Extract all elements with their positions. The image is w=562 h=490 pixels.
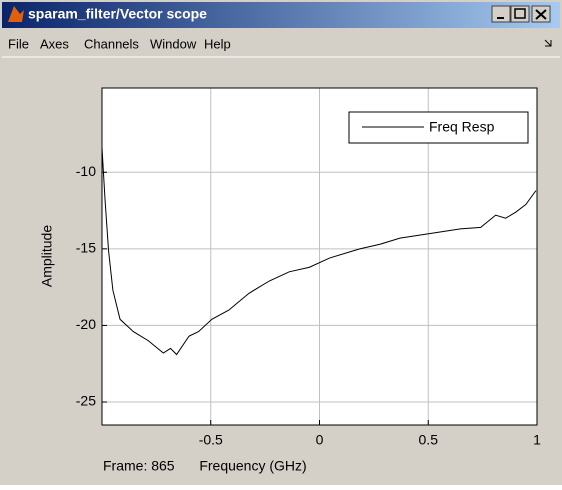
frame-label: Frame: 865 (103, 458, 175, 474)
menu-item[interactable]: Axes (40, 36, 69, 51)
title-bar (2, 2, 560, 28)
plot: -0.5 0 0.5 1 -25 -20 -15 -10 Freq Resp (76, 88, 541, 448)
close-glyph (535, 9, 547, 20)
menu-item[interactable]: Channels (84, 36, 139, 51)
menu-item[interactable]: Window (150, 36, 197, 51)
y-tick-label: -10 (76, 163, 96, 179)
menu-item[interactable]: Help (204, 36, 231, 51)
y-axis-label: Amplitude (39, 225, 55, 287)
maximize-glyph (514, 8, 526, 19)
y-tick-label: -25 (76, 393, 96, 409)
x-tick-label: -0.5 (199, 432, 223, 448)
menu-item[interactable]: File (8, 36, 29, 51)
x-tick-label: 0 (316, 432, 324, 448)
x-tick-label: 0.5 (419, 432, 439, 448)
legend: Freq Resp (348, 111, 529, 144)
minimize-button[interactable] (491, 5, 511, 23)
x-axis-label: Frequency (GHz) (199, 458, 306, 474)
app-icon (8, 6, 24, 22)
menu-bar: File Axes Channels Window Help (8, 36, 231, 51)
y-tick-label: -20 (76, 316, 96, 332)
y-tick-label: -15 (76, 240, 96, 256)
plot-border (101, 87, 538, 426)
data-line (101, 147, 537, 356)
window-controls[interactable] (491, 5, 551, 23)
x-tick-label: 1 (533, 432, 541, 448)
legend-label: Freq Resp (429, 119, 495, 135)
window-title: sparam_filter/Vector scope (28, 6, 207, 22)
dock-arrow[interactable] (544, 39, 552, 47)
